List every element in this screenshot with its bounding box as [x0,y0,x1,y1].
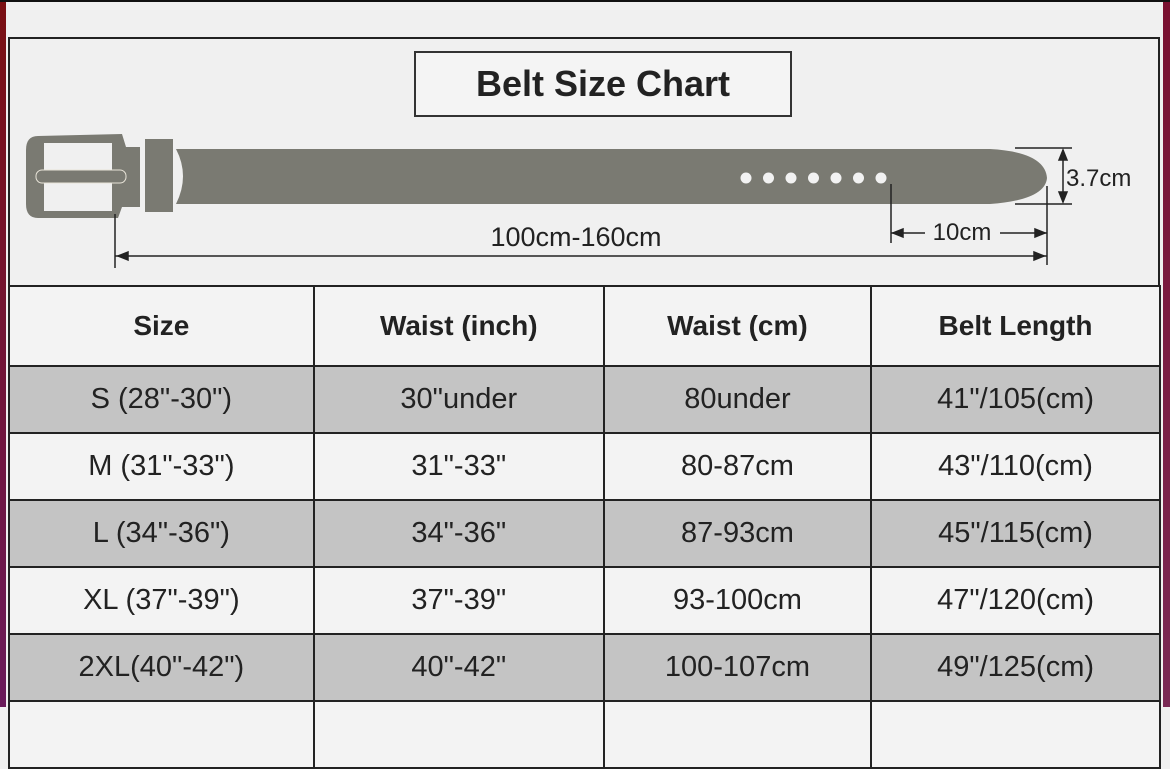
belt-hole [785,172,797,184]
table-cell: 2XL(40"-42") [8,633,315,702]
belt-diagram: 100cm-160cm 10cm 3.7cm [26,134,1131,268]
header-waist-cm: Waist (cm) [602,285,873,367]
table-row: XL (37"-39") 37"-39" 93-100cm 47"/120(cm) [8,566,1161,635]
belt-strap [176,149,1047,204]
table-cell [8,700,315,769]
right-border [1163,0,1170,707]
table-cell: XL (37"-39") [8,566,315,635]
belt-hole [763,172,774,184]
tip-label: 10cm [933,219,992,246]
dimension-lines [114,147,1072,268]
table-cell: 41"/105(cm) [870,365,1161,434]
table-cell: 87-93cm [602,499,873,568]
table-cell: 31"-33" [312,432,605,501]
header-size: Size [8,285,315,367]
table-cell [602,700,873,769]
size-table: Size Waist (inch) Waist (cm) Belt Length… [8,285,1161,769]
table-cell: M (31"-33") [8,432,315,501]
table-cell: 30"under [312,365,605,434]
table-cell: 93-100cm [602,566,873,635]
length-label: 100cm-160cm [490,222,661,252]
table-cell: L (34"-36") [8,499,315,568]
table-header: Size Waist (inch) Waist (cm) Belt Length [8,285,1161,367]
table-row: 2XL(40"-42") 40"-42" 100-107cm 49"/125(cm) [8,633,1161,702]
width-label: 3.7cm [1066,165,1131,192]
table-cell: 40"-42" [312,633,605,702]
table-cell: 49"/125(cm) [870,633,1161,702]
belt-hole [808,172,819,184]
left-border [0,0,6,707]
table-cell: 43"/110(cm) [870,432,1161,501]
table-row: M (31"-33") 31"-33" 80-87cm 43"/110(cm) [8,432,1161,501]
table-cell: 80-87cm [602,432,873,501]
table-row: L (34"-36") 34"-36" 87-93cm 45"/115(cm) [8,499,1161,568]
table-row [8,700,1161,769]
table-cell: 45"/115(cm) [870,499,1161,568]
buckle-icon [26,134,173,218]
table-cell [312,700,605,769]
table-cell: 100-107cm [602,633,873,702]
belt-hole [740,172,752,184]
belt-holes [740,172,887,184]
table-cell: 47"/120(cm) [870,566,1161,635]
chart-title: Belt Size Chart [414,51,792,117]
belt-hole [830,172,842,184]
header-belt-length: Belt Length [870,285,1161,367]
table-cell: 80under [602,365,873,434]
belt-hole [853,172,864,184]
top-border [0,0,1170,2]
belt-hole [875,172,887,184]
table-cell: 34"-36" [312,499,605,568]
table-cell [870,700,1161,769]
table-cell: 37"-39" [312,566,605,635]
header-waist-inch: Waist (inch) [312,285,605,367]
table-cell: S (28"-30") [8,365,315,434]
table-row: S (28"-30") 30"under 80under 41"/105(cm) [8,365,1161,434]
